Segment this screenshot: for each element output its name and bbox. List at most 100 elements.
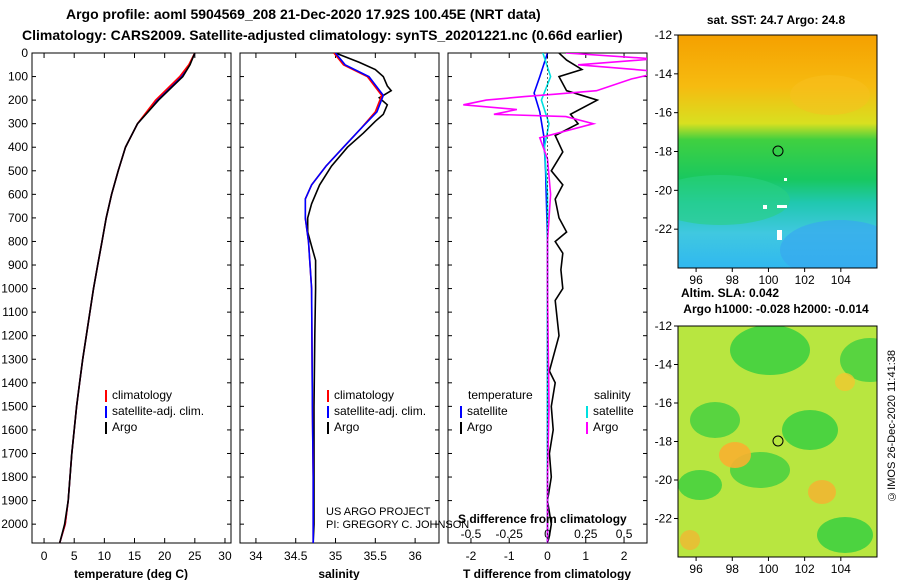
temperature-series-line-group [58,53,196,543]
sst-patch [790,75,870,115]
missing-pixel [777,205,787,208]
salinity-x-tick-label: 36 [408,549,422,563]
temperature-series-line [58,53,196,543]
temperature-panel-frame [31,52,232,544]
temperature-legend: climatology satellite-adj. clim. Argo [105,388,204,434]
salinity-legend: climatology satellite-adj. clim. Argo US… [326,388,469,531]
legend-label-argo: Argo [112,420,138,434]
map-y-tick-label: -14 [655,358,673,372]
difference-series-line-group [533,53,549,543]
legend-label-argo: Argo [334,420,360,434]
depth-tick-label: 1600 [1,423,28,437]
map-y-tick-label: -12 [655,28,673,42]
salinity-series-line [304,53,385,543]
difference-x-tick-label: 1 [582,549,589,563]
difference-series-line-group [546,53,600,543]
sst-patch [678,175,790,225]
map-x-tick-label: 98 [726,273,740,287]
legend-label-satellite: satellite-adj. clim. [334,404,426,418]
sla-patch [690,402,740,438]
sla-map-field [678,326,877,557]
profile-title: Argo profile: aoml 5904569_208 21-Dec-20… [66,6,541,22]
difference-series-line [546,53,600,543]
s-difference-tick-label: 0.25 [574,527,598,541]
argo-location-marker [772,435,784,447]
s-difference-tick-label: -0.5 [461,527,482,541]
temperature-x-tick-label: 5 [71,549,78,563]
temperature-series-line [58,53,196,543]
map-y-tick-label: -12 [655,319,673,333]
depth-tick-label: 500 [8,164,28,178]
depth-tick-label: 200 [8,93,28,107]
sst-map-title: sat. SST: 24.7 Argo: 24.8 [707,13,846,27]
depth-tick-label: 1800 [1,470,28,484]
salinity-panel-frame [239,52,440,544]
missing-pixel [784,178,787,181]
map-x-tick-label: 104 [831,562,851,576]
legend-temperature-heading: temperature [468,388,533,402]
sst-patch [780,220,877,268]
depth-tick-label: 1700 [1,446,28,460]
sla-map-title: Altim. SLA: 0.042 [681,286,779,300]
sst-map-field [678,35,877,268]
legend-label-climatology: climatology [334,388,394,402]
sla-map-title2: Argo h1000: -0.028 h2000: -0.014 [683,302,869,316]
s-difference-label: S difference from climatology [458,512,627,526]
map-y-tick-label: -20 [655,183,673,197]
temperature-series-line-group [58,53,196,543]
temperature-x-tick-label: 10 [98,549,112,563]
legend-label-s-satellite: satellite [593,404,634,418]
difference-series-line [533,53,549,543]
difference-x-tick-label: 0 [544,549,551,563]
depth-tick-label: 900 [8,258,28,272]
missing-pixel [777,230,782,240]
climatology-title: Climatology: CARS2009. Satellite-adjuste… [22,27,623,43]
difference-x-tick-label: 2 [621,549,628,563]
difference-series-line [540,53,552,543]
temperature-series-line [58,53,196,543]
depth-tick-label: 800 [8,234,28,248]
depth-tick-label: 100 [8,70,28,84]
depth-tick-label: 1500 [1,399,28,413]
map-x-tick-label: 100 [758,273,778,287]
map-x-tick-label: 96 [689,562,703,576]
legend-label-t-argo: Argo [467,420,493,434]
map-y-tick-label: -16 [655,106,673,120]
sla-patch [835,373,855,391]
temperature-x-tick-label: 0 [41,549,48,563]
map-x-tick-label: 96 [689,273,703,287]
s-difference-tick-label: 0.5 [616,527,633,541]
difference-series-line-group [540,53,552,543]
temperature-x-tick-label: 25 [188,549,202,563]
sla-patch [840,338,877,382]
sla-patch [817,517,873,553]
map-x-tick-label: 100 [758,562,778,576]
difference-legend: temperature satellite Argo salinity sate… [458,388,634,526]
argo-location-marker [772,145,784,157]
project-annotation: US ARGO PROJECT [326,506,431,518]
map-x-tick-label: 102 [795,562,815,576]
salinity-series-line-group [306,53,393,543]
depth-tick-label: 300 [8,117,28,131]
temperature-axis-label: temperature (deg C) [74,567,188,580]
temperature-x-tick-label: 15 [128,549,142,563]
map-x-tick-label: 102 [795,273,815,287]
depth-tick-label: 400 [8,140,28,154]
salinity-axis-label: salinity [318,567,360,580]
legend-label-satellite: satellite-adj. clim. [112,404,204,418]
sla-map-frame [677,325,878,558]
salinity-x-tick-label: 35.5 [364,549,388,563]
map-y-tick-label: -22 [655,222,673,236]
salinity-x-tick-label: 35 [329,549,343,563]
salinity-x-tick-label: 34.5 [284,549,308,563]
legend-label-s-argo: Argo [593,420,619,434]
difference-series-line-group [463,53,647,543]
legend-salinity-heading: salinity [594,388,631,402]
map-y-tick-label: -16 [655,396,673,410]
depth-tick-label: 1000 [1,282,28,296]
salinity-series-line-group [304,53,385,543]
temperature-series-line-group [58,53,196,543]
temperature-x-tick-label: 30 [218,549,232,563]
depth-tick-label: 600 [8,187,28,201]
